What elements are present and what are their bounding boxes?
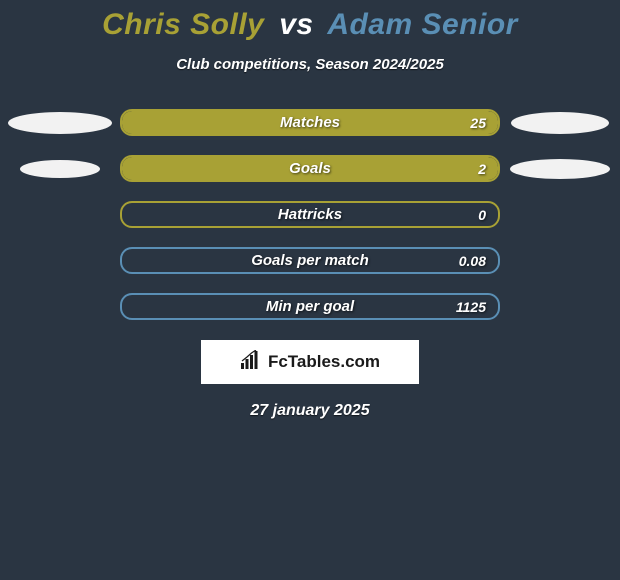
stat-label: Hattricks	[122, 203, 498, 226]
stat-value: 0	[478, 203, 486, 226]
stat-label: Goals per match	[122, 249, 498, 272]
right-marker-slot	[500, 159, 620, 179]
stats-chart: Matches25 Goals2 Hattricks0 Goals per match…	[0, 109, 620, 320]
stat-bar: Goals2	[120, 155, 500, 182]
stat-label: Min per goal	[122, 295, 498, 318]
stat-bar: Min per goal1125	[120, 293, 500, 320]
player1-name: Chris Solly	[102, 8, 264, 41]
stat-row: Goals2	[0, 155, 620, 182]
stat-row: Min per goal1125	[0, 293, 620, 320]
right-marker-slot	[500, 112, 620, 134]
stat-row: Goals per match0.08	[0, 247, 620, 274]
stat-bar: Goals per match0.08	[120, 247, 500, 274]
player1-marker	[8, 112, 112, 134]
player1-marker	[20, 160, 100, 178]
stat-label: Goals	[122, 157, 498, 180]
vs-text: vs	[279, 8, 313, 41]
stat-value: 2	[478, 157, 486, 180]
stat-value: 1125	[456, 295, 486, 318]
brand-text: FcTables.com	[268, 352, 380, 372]
snapshot-date: 27 january 2025	[0, 402, 620, 420]
brand-badge: FcTables.com	[201, 340, 419, 384]
player2-marker	[510, 159, 610, 179]
stat-row: Hattricks0	[0, 201, 620, 228]
stat-value: 25	[470, 111, 486, 134]
stat-bar: Matches25	[120, 109, 500, 136]
stat-bar: Hattricks0	[120, 201, 500, 228]
player2-name: Adam Senior	[327, 8, 518, 41]
subtitle: Club competitions, Season 2024/2025	[0, 56, 620, 73]
stat-row: Matches25	[0, 109, 620, 136]
stat-value: 0.08	[459, 249, 486, 272]
brand-chart-icon	[240, 350, 262, 375]
comparison-title: Chris Solly vs Adam Senior	[0, 0, 620, 42]
player2-marker	[511, 112, 609, 134]
stat-label: Matches	[122, 111, 498, 134]
left-marker-slot	[0, 160, 120, 178]
left-marker-slot	[0, 112, 120, 134]
